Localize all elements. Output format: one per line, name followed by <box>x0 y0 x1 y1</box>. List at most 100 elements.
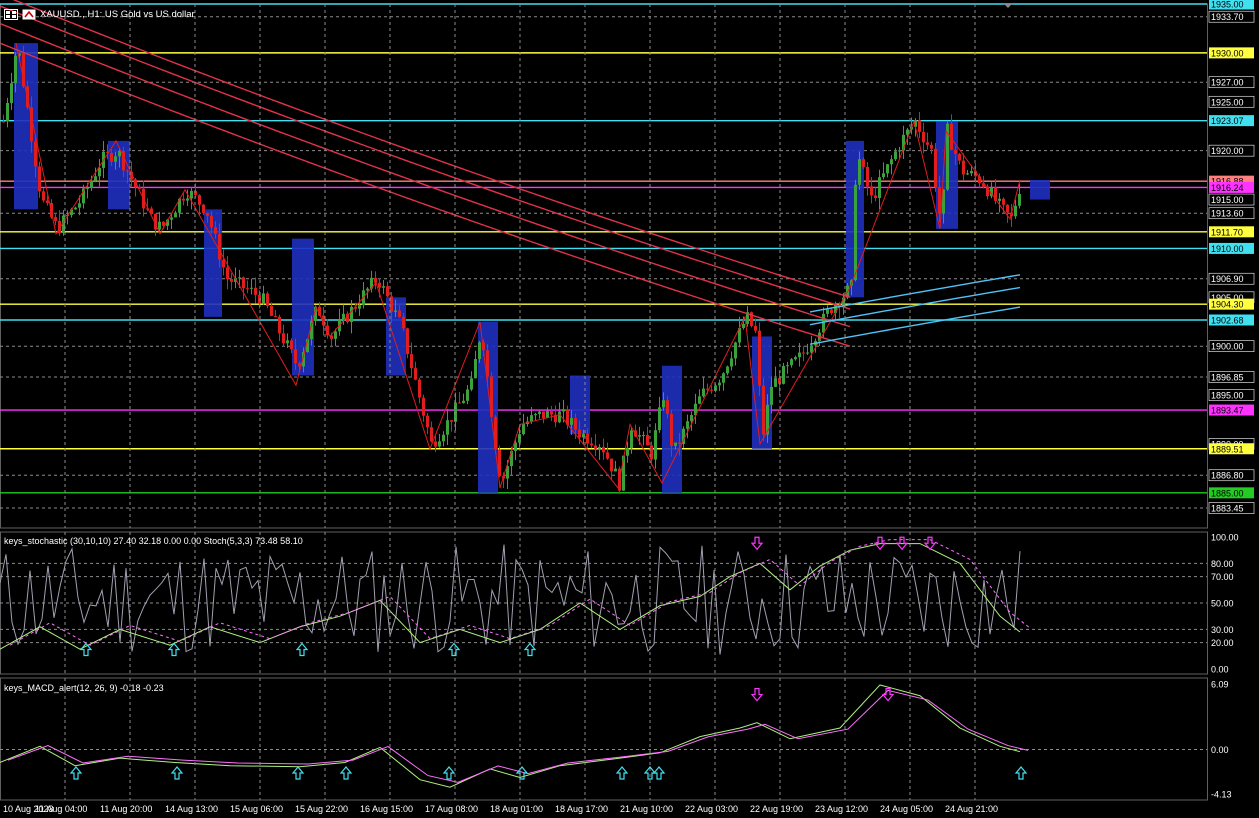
candle-body <box>126 170 129 172</box>
candle-body <box>766 404 769 435</box>
candle-body <box>186 198 189 201</box>
candle-body <box>322 315 325 326</box>
price-label-box <box>1209 181 1254 193</box>
one-click-trading-icon[interactable] <box>22 9 36 20</box>
candle-body <box>270 305 273 316</box>
candle-body <box>922 131 925 143</box>
candle-body <box>754 326 757 331</box>
candle-body <box>918 120 921 132</box>
sell-arrow-icon <box>923 536 937 551</box>
candle-body <box>998 198 1001 201</box>
time-axis-label: 10 Aug 2023 <box>3 804 54 814</box>
pane-frame <box>0 677 1208 801</box>
buy-arrow-icon <box>170 766 184 780</box>
candle-body <box>282 333 285 344</box>
candle-body <box>882 173 885 178</box>
candle-body <box>802 352 805 354</box>
supply-demand-zone <box>14 43 38 210</box>
buy-arrow-icon <box>442 766 456 780</box>
candle-body <box>578 429 581 438</box>
candle-body <box>826 309 829 314</box>
candle-body <box>890 159 893 165</box>
price-axis-label: 1913.60 <box>1211 209 1244 219</box>
price-label-box <box>1208 371 1255 383</box>
candle-body <box>18 53 21 56</box>
moving-average-line <box>12 0 851 298</box>
candle-body <box>266 293 269 306</box>
candle-body <box>242 277 245 289</box>
candle-body <box>162 221 165 226</box>
candle-body <box>122 150 125 171</box>
stoch-axis-label: 20.00 <box>1211 638 1234 648</box>
chart-menu-icon[interactable] <box>4 8 18 20</box>
candle-body <box>798 352 801 358</box>
candle-body <box>1014 205 1017 217</box>
candle-body <box>246 288 249 290</box>
candle-body <box>810 345 813 353</box>
candle-body <box>46 200 49 203</box>
candle-body <box>658 407 661 431</box>
price-label-box <box>1209 242 1254 254</box>
candle-body <box>34 141 37 167</box>
candle-body <box>382 286 385 288</box>
sell-arrow-icon <box>750 536 764 551</box>
price-axis-label: 1911.70 <box>1211 227 1243 237</box>
candle-body <box>474 358 477 379</box>
stoch-axis-label: 0.00 <box>1211 665 1229 675</box>
candle-body <box>934 148 937 188</box>
candle-body <box>226 267 229 279</box>
candle-body <box>650 445 653 460</box>
candle-body <box>138 187 141 189</box>
candle-body <box>470 378 473 390</box>
period-separator-marker <box>1004 4 1012 8</box>
price-axis-label: 1935.00 <box>1211 0 1244 10</box>
candle-body <box>958 153 961 161</box>
buy-arrow-icon <box>1014 766 1028 780</box>
candle-body <box>14 55 17 84</box>
candle-body <box>438 441 441 447</box>
price-axis-label: 1930.00 <box>1211 48 1244 58</box>
buy-arrow-icon <box>295 642 309 657</box>
candle-body <box>390 296 393 312</box>
stoch-axis-label: 50.00 <box>1211 599 1234 609</box>
candle-body <box>458 402 461 404</box>
candle-body <box>234 278 237 282</box>
candle-body <box>602 446 605 453</box>
candle-body <box>718 382 721 386</box>
candle-body <box>542 411 545 419</box>
price-pane[interactable] <box>0 0 1208 529</box>
candle-body <box>398 310 401 317</box>
price-label-box <box>1209 487 1254 499</box>
candle-body <box>710 389 713 391</box>
stochastic-pane[interactable] <box>0 531 1208 675</box>
candle-body <box>554 414 557 423</box>
macd-pane[interactable] <box>0 677 1208 801</box>
candle-body <box>646 434 649 446</box>
price-label-box <box>1208 76 1255 89</box>
candle-body <box>506 466 509 479</box>
sell-arrow-icon <box>873 536 887 551</box>
candle-body <box>378 282 381 288</box>
candle-body <box>430 427 433 442</box>
price-axis-label: 1925.00 <box>1211 97 1244 107</box>
price-axis-label: 1896.85 <box>1211 372 1244 382</box>
stoch-axis-label: 100.00 <box>1211 533 1239 543</box>
candle-body <box>146 208 149 210</box>
candle-body <box>330 335 333 339</box>
candle-body <box>114 156 117 162</box>
candle-body <box>494 416 497 450</box>
candle-body <box>214 227 217 234</box>
candle-body <box>586 433 589 444</box>
candle-body <box>222 259 225 268</box>
price-label-box <box>1209 47 1254 59</box>
candle-body <box>2 121 5 123</box>
price-axis-label: 1904.30 <box>1211 300 1244 310</box>
candle-body <box>106 151 109 153</box>
candle-body <box>154 213 157 230</box>
candle-body <box>786 365 789 367</box>
candle-body <box>642 434 645 436</box>
stochastic-label: keys_stochastic (30,10,10) 27.40 32.18 0… <box>4 536 303 546</box>
price-label-box <box>1208 340 1255 352</box>
candle-body <box>10 83 13 103</box>
